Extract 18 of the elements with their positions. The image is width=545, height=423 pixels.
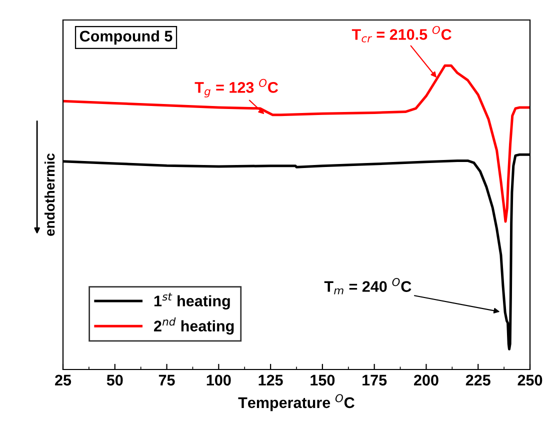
- text: Compound 5: [80, 30, 172, 45]
- annotation: T$_{cr}$ = 210.5 $^{O}$C: [352, 26, 452, 42]
- x-tick-label: 200: [414, 374, 438, 386]
- x-tick-label: 175: [362, 374, 387, 386]
- legend-label: 2$^{nd}$ heating: [154, 317, 234, 335]
- annotation: T$_{m}$ = 240 $^{O}$C: [324, 278, 412, 294]
- x-tick-label: 50: [106, 374, 123, 386]
- x-tick-label: 225: [466, 374, 490, 386]
- x-axis-title: Temperature $^{O}$C: [238, 394, 354, 412]
- x-tick-label: 100: [206, 374, 231, 386]
- legend-label: 1$^{st}$ heating: [154, 292, 230, 310]
- x-tick-label: 25: [55, 374, 72, 386]
- y-axis-title: endothermic: [44, 153, 55, 236]
- x-tick-label: 250: [518, 374, 542, 386]
- annotation: T$_{g}$ = 123 $^{O}$C: [194, 78, 278, 98]
- x-tick-label: 125: [258, 374, 283, 386]
- x-tick-label: 150: [310, 374, 335, 386]
- x-tick-label: 75: [158, 374, 175, 386]
